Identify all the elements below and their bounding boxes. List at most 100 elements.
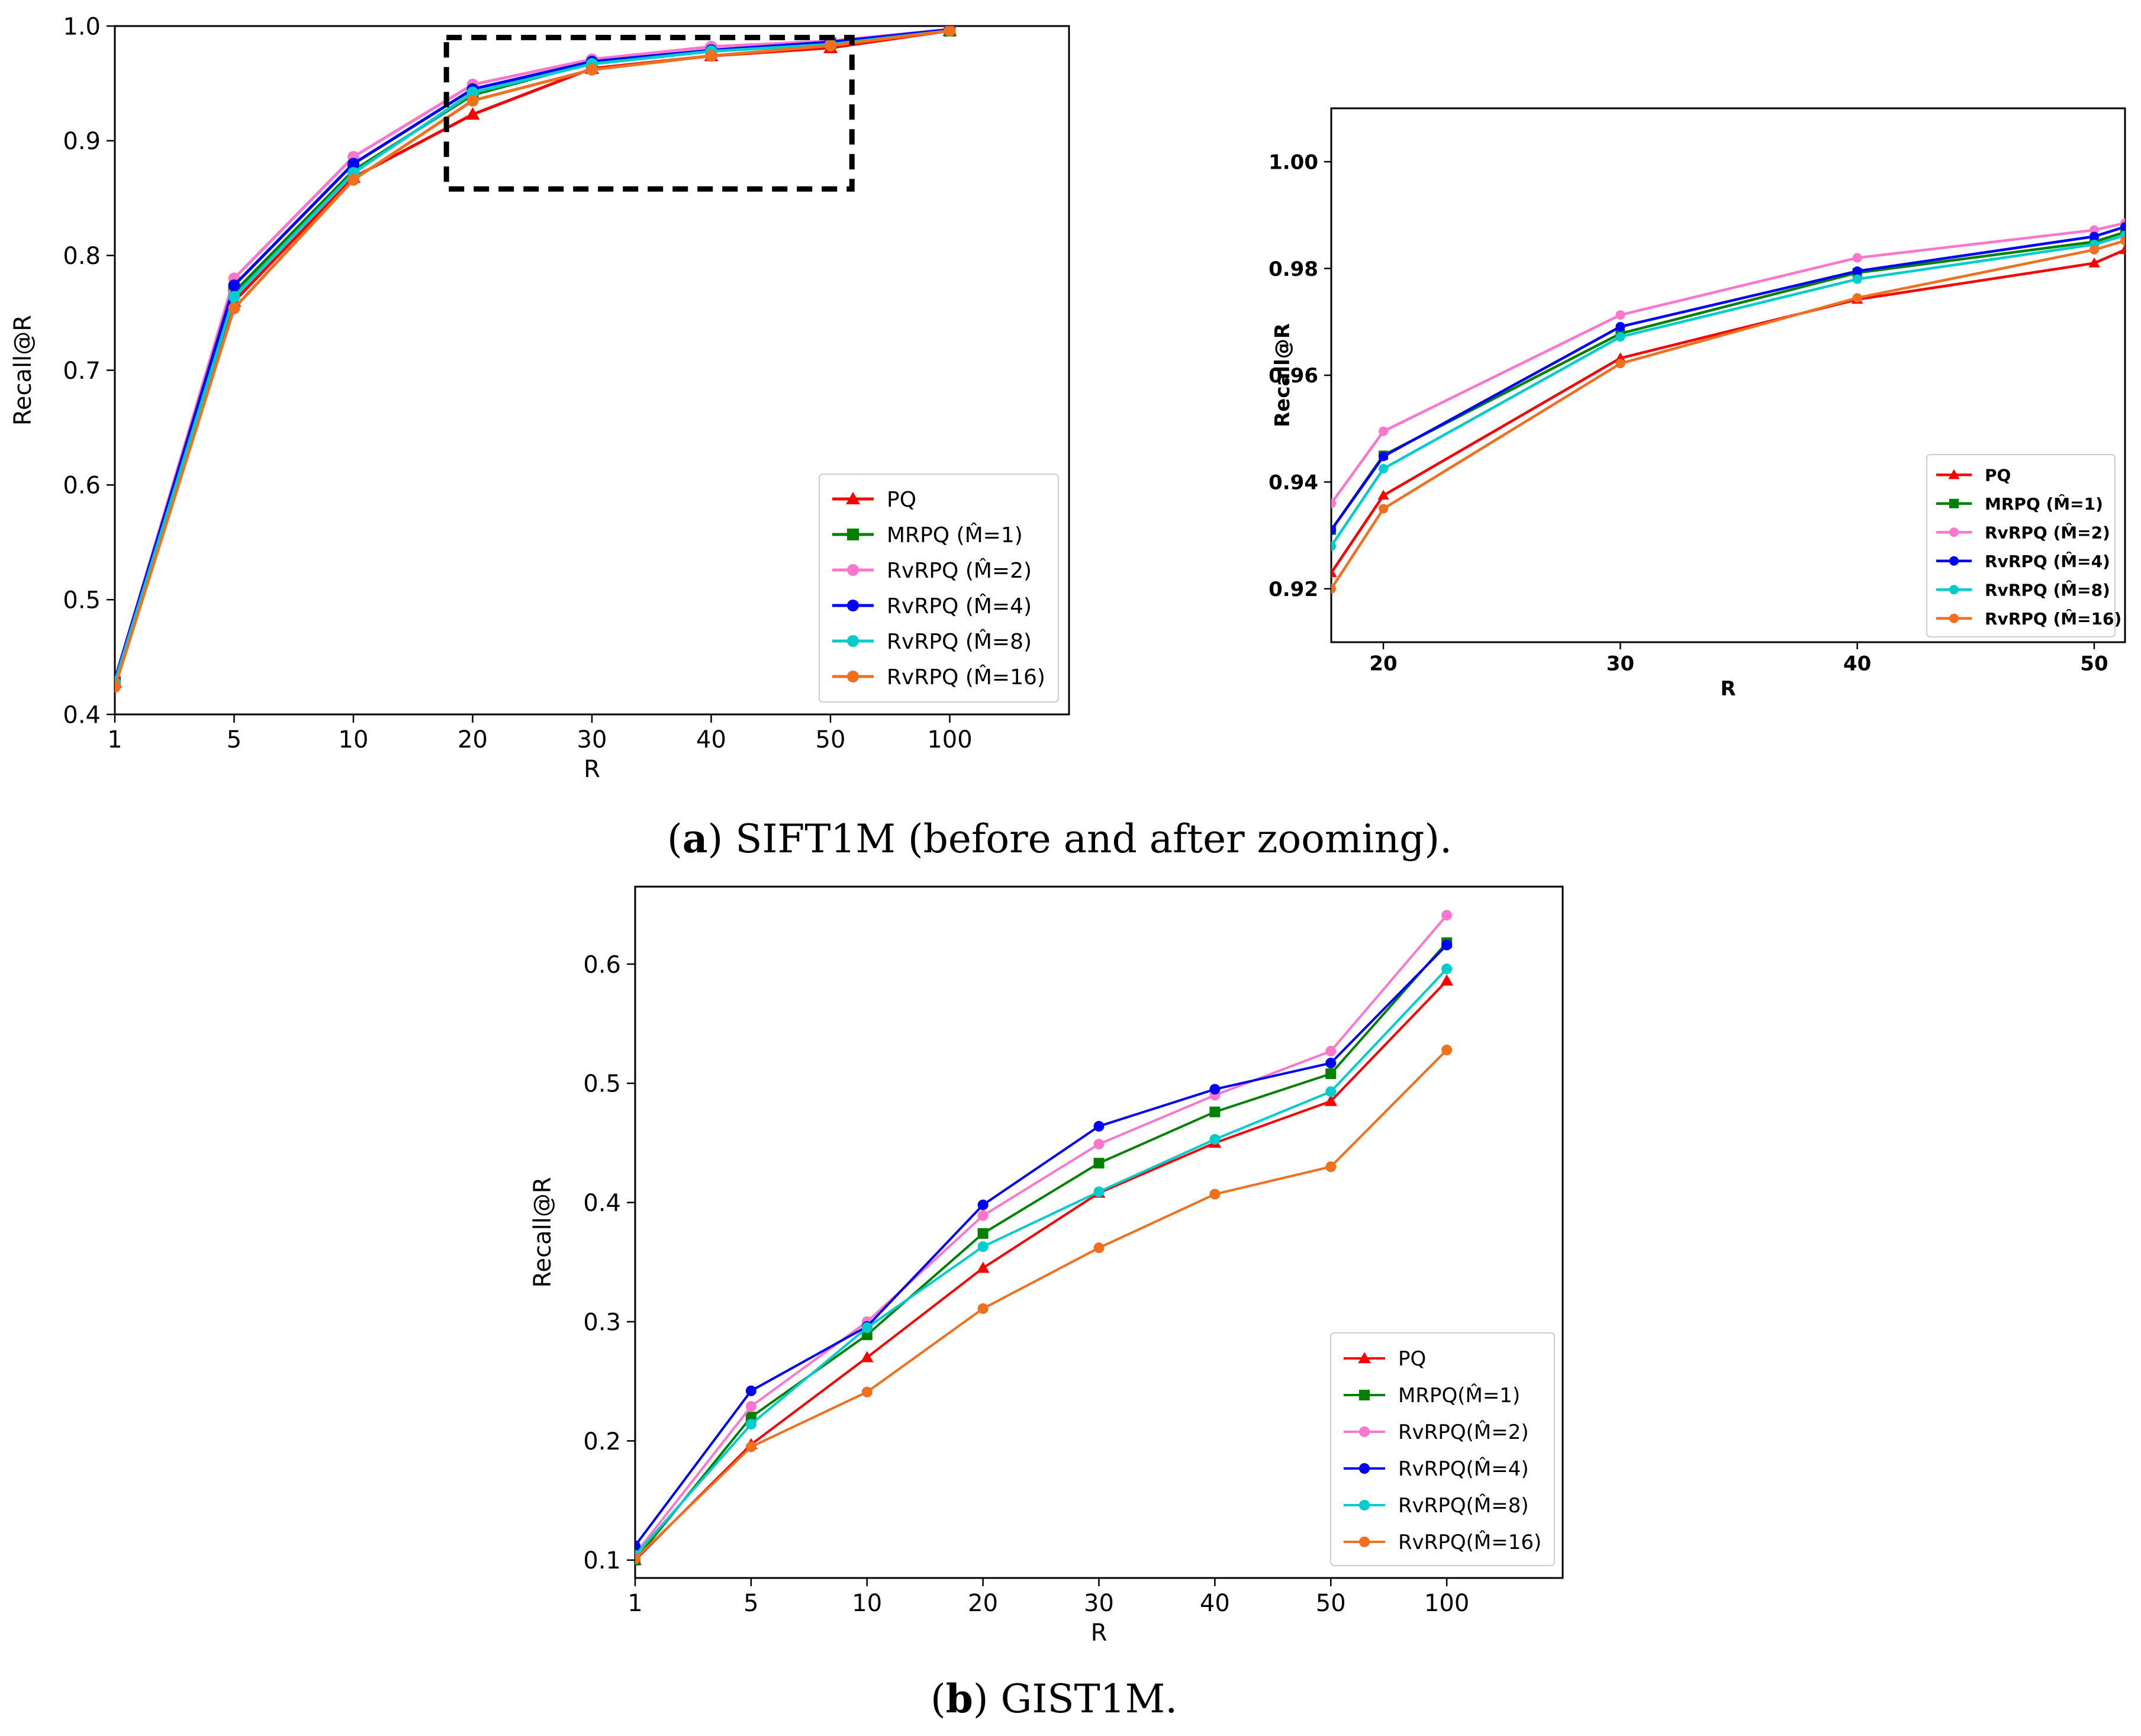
data-point-RvRPQ4 (2089, 231, 2099, 241)
data-point-RvRPQ16 (944, 26, 956, 37)
x-tick-label: 50 (1316, 1590, 1346, 1617)
y-tick-label: 0.1 (583, 1547, 621, 1574)
y-axis-label: Recall@R (9, 315, 37, 426)
y-tick-label: 1.0 (63, 13, 101, 40)
series-layer (1331, 218, 2125, 594)
zoom-region-box (443, 34, 855, 192)
x-axis-label: R (584, 756, 600, 783)
x-tick-label: 50 (816, 726, 846, 753)
y-axis-label: Recall@R (1271, 323, 1295, 427)
data-point-RvRPQ4 (977, 1199, 989, 1210)
x-tick-label: 30 (577, 726, 607, 753)
legend-label: PQ (1398, 1347, 1426, 1371)
caption-a: (a) SIFT1M (before and after zooming). (667, 816, 1452, 862)
y-tick-label: 0.6 (583, 951, 621, 978)
data-point-RvRPQ4 (1209, 1084, 1221, 1095)
series-line-PQ (115, 29, 950, 683)
data-point-RvRPQ8 (977, 1241, 989, 1252)
data-point-RvRPQ16 (586, 63, 598, 76)
legend-label: RvRPQ (M̂=2) (1985, 523, 2110, 542)
data-point-RvRPQ16 (825, 39, 836, 51)
data-point-RvRPQ4 (1379, 452, 1389, 462)
data-point-RvRPQ16 (705, 50, 717, 62)
x-tick-label: 20 (1369, 652, 1397, 676)
series-line-PQ (635, 980, 1448, 1561)
x-tick-label: 30 (1084, 1590, 1114, 1617)
series-line-RvRPQ16 (635, 1049, 1448, 1560)
data-point-RvRPQ2 (1325, 1045, 1337, 1057)
panel-sift-zoom: 20 30 40 50 0.92 0.94 0.96 0.98 1.00 R Recall@R PQ M… (1268, 107, 2126, 701)
x-tick-label: 1 (107, 726, 122, 753)
series-line-RvRPQ8 (1331, 234, 2125, 547)
legend-marker-RvRPQ8 (847, 635, 859, 647)
data-point-RvRPQ4 (1093, 1120, 1105, 1132)
legend-label: RvRPQ (M̂=16) (1985, 609, 2121, 629)
data-point-RvRPQ16 (635, 1553, 640, 1564)
caption-a-text: SIFT1M (before and after zooming). (735, 816, 1452, 862)
legend-marker-RvRPQ16 (1359, 1537, 1370, 1547)
legend-label: RvRPQ(M̂=2) (1398, 1420, 1529, 1444)
x-tick-label: 40 (1843, 652, 1871, 676)
legend-box (819, 474, 1059, 703)
series-line-RvRPQ8 (635, 968, 1448, 1557)
legend-box (1926, 454, 2116, 637)
y-tick-label: 0.9 (63, 128, 101, 155)
y-tick-label: 0.2 (583, 1428, 621, 1455)
caption-b-text: GIST1M. (1001, 1676, 1178, 1722)
data-point-PQ (1377, 489, 1389, 500)
legend-marker-RvRPQ4 (847, 600, 859, 611)
data-point-RvRPQ16 (1331, 584, 1336, 594)
legend-marker-RvRPQ16 (1949, 613, 1959, 623)
caption-a-label: a (682, 816, 708, 862)
x-tick-label: 10 (339, 726, 369, 753)
data-point-RvRPQ8 (1093, 1186, 1105, 1197)
series-line-PQ (1331, 248, 2125, 574)
x-tick-label: 10 (852, 1590, 882, 1617)
data-point-RvRPQ2 (1379, 426, 1389, 436)
x-tick-label: 5 (743, 1590, 758, 1617)
data-point-MRPQ (1325, 1068, 1337, 1080)
series-line-RvRPQ4 (635, 944, 1448, 1547)
series-line-RvRPQ4 (115, 28, 950, 681)
data-point-MRPQ (977, 1228, 989, 1239)
legend-label: RvRPQ (M̂=8) (887, 629, 1032, 654)
data-point-RvRPQ16 (347, 173, 359, 186)
legend-marker-MRPQ (1949, 498, 1959, 508)
y-tick-label: 0.92 (1268, 578, 1318, 601)
data-point-RvRPQ2 (1093, 1138, 1105, 1149)
data-point-RvRPQ4 (1615, 321, 1625, 331)
data-point-PQ (2088, 257, 2100, 268)
data-point-RvRPQ16 (1209, 1189, 1221, 1200)
legend-label: PQ (1985, 465, 2011, 485)
x-tick-label: 40 (1200, 1590, 1230, 1617)
series-layer (635, 910, 1453, 1566)
x-tick-label: 5 (227, 726, 242, 753)
x-axis-label: R (1720, 677, 1736, 701)
legend-marker-RvRPQ2 (847, 564, 859, 576)
data-point-RvRPQ8 (1331, 541, 1336, 551)
data-point-RvRPQ16 (1615, 359, 1625, 369)
data-point-RvRPQ4 (347, 157, 359, 170)
y-tick-label: 0.5 (63, 587, 101, 614)
data-point-RvRPQ8 (1852, 274, 1862, 284)
data-point-MRPQ (1209, 1106, 1221, 1117)
legend-marker-RvRPQ4 (1359, 1463, 1370, 1474)
data-point-RvRPQ16 (2089, 245, 2099, 255)
data-point-PQ (860, 1351, 874, 1363)
y-tick-label: 0.98 (1268, 257, 1318, 281)
legend-label: RvRPQ (M̂=4) (887, 593, 1032, 619)
x-tick-label: 20 (458, 726, 488, 753)
x-tick-label: 1 (627, 1590, 642, 1617)
legend-marker-RvRPQ8 (1949, 585, 1959, 595)
series-line-RvRPQ2 (1331, 221, 2125, 504)
data-point-RvRPQ4 (1325, 1058, 1337, 1069)
data-point-RvRPQ8 (1615, 332, 1625, 342)
data-point-PQ (1324, 1094, 1338, 1106)
legend-label: RvRPQ (M̂=16) (887, 664, 1045, 690)
series-layer (115, 26, 957, 693)
series-line-RvRPQ8 (115, 29, 950, 683)
data-point-MRPQ (1093, 1158, 1105, 1169)
legend-label: PQ (887, 488, 916, 512)
x-axis-label: R (1091, 1619, 1107, 1647)
